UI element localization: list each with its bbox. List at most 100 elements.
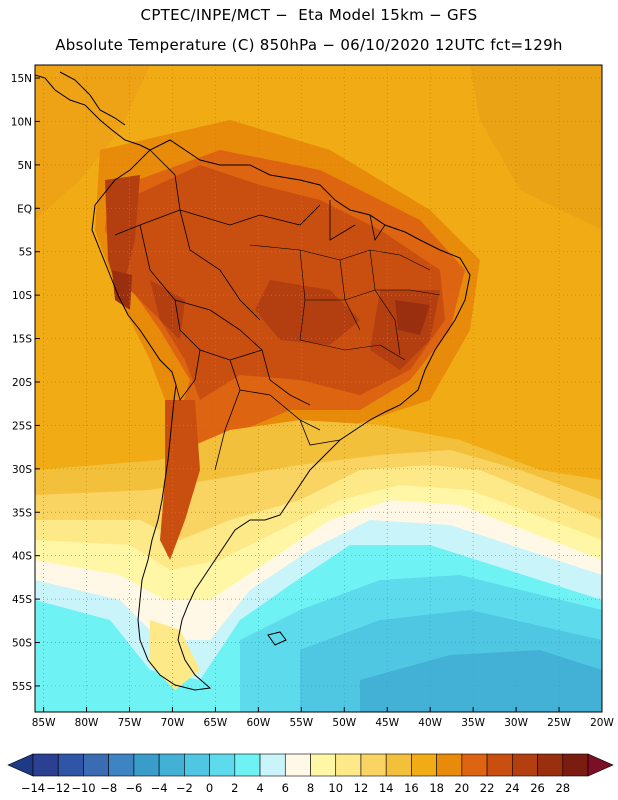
colorbar-label: 26	[530, 781, 545, 795]
lat-tick-label: 55S	[12, 681, 32, 693]
lon-tick-label: 20W	[590, 717, 614, 729]
colorbar-swatch	[83, 753, 109, 777]
field-bolivia-24-26	[150, 280, 185, 340]
lat-tick-label: 30S	[12, 464, 32, 476]
field-patagonia-tip	[150, 620, 200, 690]
colorbar-swatch	[108, 753, 135, 777]
lon-tick-label: 85W	[32, 717, 56, 729]
field-caribbean-atlantic	[470, 65, 602, 230]
colorbar-label: −12	[46, 781, 70, 795]
colorbar-swatch	[259, 753, 286, 777]
field-pacific-north	[35, 65, 150, 220]
lat-tick-label: EQ	[17, 203, 32, 215]
lon-tick-label: 55W	[289, 717, 313, 729]
south-america-coastline	[91, 139, 471, 691]
colorbar-label: −2	[176, 781, 193, 795]
caribbean-coastline	[59, 71, 126, 126]
field-south-minus4-minus2	[360, 650, 602, 712]
colorbar-label: 14	[379, 781, 394, 795]
lon-tick-label: 75W	[118, 717, 142, 729]
falklands-coastline	[267, 631, 287, 646]
colorbar-swatch	[310, 753, 337, 777]
colorbar-swatch	[32, 753, 59, 777]
colorbar-swatch	[436, 753, 463, 777]
colorbar-swatch	[537, 753, 564, 777]
lat-tick-label: 5N	[17, 160, 32, 172]
coastlines	[35, 71, 471, 691]
colorbar-swatch	[385, 753, 412, 777]
colorbar-under-triangle	[7, 753, 34, 777]
lat-tick-label: 10N	[11, 116, 32, 128]
brazil-state-borders	[249, 244, 441, 361]
lat-tick-label: 15N	[11, 73, 32, 85]
lat-tick-label: 35S	[12, 507, 32, 519]
colorbar-swatch	[335, 753, 362, 777]
lat-tick-label: 20S	[12, 377, 32, 389]
colorbar-label: 16	[404, 781, 419, 795]
colorbar-swatch	[461, 753, 488, 777]
colorbar-swatch	[411, 753, 437, 777]
colorbar-label: 8	[307, 781, 314, 795]
plot-frame	[34, 64, 603, 713]
colorbar-swatch	[360, 753, 387, 777]
latitude-axis: 15N 10N 5N EQ 5S 10S 15S 20S 25S 30S 35S 40S 45S 50S 5…	[11, 73, 40, 693]
lat-tick-label: 50S	[12, 638, 32, 650]
colorbar-label: −4	[151, 781, 168, 795]
colorbar-label: 24	[505, 781, 520, 795]
field-hotspot-26-28	[395, 300, 430, 335]
colorbar-swatch	[486, 753, 513, 777]
longitude-axis: 85W 80W 75W 70W 65W 60W 55W 50W 45W 40W 35W 30W 25W 2…	[32, 707, 614, 729]
lon-tick-label: 80W	[75, 717, 99, 729]
lon-tick-label: 35W	[461, 717, 485, 729]
lon-tick-label: 70W	[161, 717, 185, 729]
colorbar-label: 4	[256, 781, 263, 795]
lat-tick-label: 40S	[12, 551, 32, 563]
colorbar-label: 22	[480, 781, 495, 795]
colorbar-swatch	[209, 753, 236, 777]
field-andes-north-24-26	[105, 175, 140, 300]
colorbar-swatch	[158, 753, 185, 777]
colorbar-label: 20	[455, 781, 470, 795]
colorbar-label: 10	[328, 781, 343, 795]
colorbar-label: −14	[21, 781, 45, 795]
temperature-field	[35, 65, 602, 712]
lat-tick-label: 15S	[12, 334, 32, 346]
field-central-brazil-24-26	[255, 280, 360, 345]
colorbar-swatch	[512, 753, 538, 777]
lon-tick-label: 30W	[504, 717, 528, 729]
colorbar-swatch	[562, 753, 589, 777]
field-peru-26-28	[112, 270, 132, 310]
colorbar-over-triangle	[587, 753, 614, 777]
colorbar-label: −6	[125, 781, 142, 795]
colorbar-swatch	[234, 753, 261, 777]
colorbar-label: 12	[354, 781, 369, 795]
central-america-coastline	[35, 74, 151, 151]
lon-tick-label: 25W	[547, 717, 571, 729]
colorbar-swatch	[57, 753, 84, 777]
lon-tick-label: 40W	[418, 717, 442, 729]
colorbar: −14 −12 −10 −8 −6 −4 −2 0 2 4 6 8 10 12 14 16 18 20 22 24 26…	[7, 753, 614, 795]
colorbar-label: 28	[555, 781, 570, 795]
title-line-1: CPTEC/INPE/MCT − Eta Model 15km − GFS	[140, 6, 478, 24]
lon-tick-label: 45W	[375, 717, 399, 729]
lat-tick-label: 10S	[12, 290, 32, 302]
lat-tick-label: 25S	[12, 420, 32, 432]
country-borders	[114, 149, 386, 471]
colorbar-swatch	[284, 753, 311, 777]
colorbar-swatch	[184, 753, 210, 777]
lon-tick-label: 65W	[204, 717, 228, 729]
lat-tick-label: 45S	[12, 594, 32, 606]
lat-tick-label: 5S	[19, 247, 33, 259]
graticule	[35, 65, 602, 712]
colorbar-label: −10	[71, 781, 95, 795]
colorbar-label: 18	[429, 781, 444, 795]
colorbar-swatch	[133, 753, 160, 777]
colorbar-label: 0	[206, 781, 213, 795]
colorbar-label: 6	[282, 781, 289, 795]
colorbar-label: 2	[231, 781, 238, 795]
title-line-2: Absolute Temperature (C) 850hPa − 06/10/…	[55, 36, 563, 54]
lon-tick-label: 60W	[246, 717, 270, 729]
lon-tick-label: 50W	[332, 717, 356, 729]
colorbar-label: −8	[100, 781, 117, 795]
